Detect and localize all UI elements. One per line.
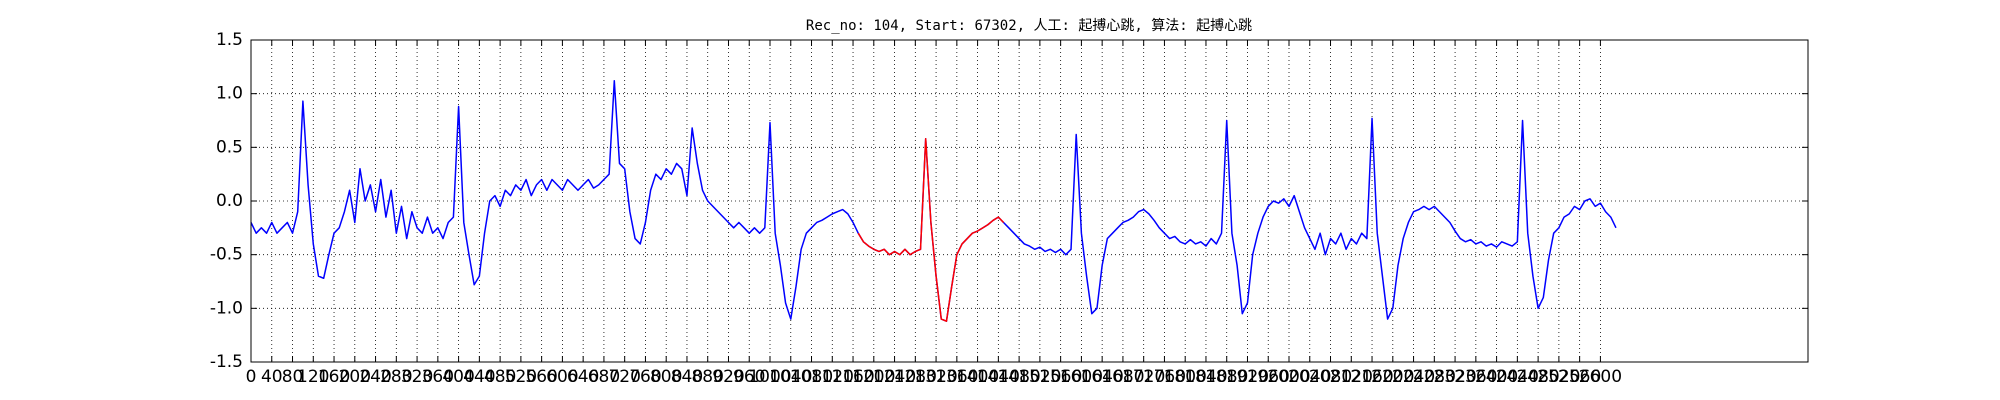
x-tick-label: 1440 bbox=[977, 367, 1020, 387]
x-tick-label: 200 bbox=[339, 367, 371, 387]
x-tick-label: 560 bbox=[525, 367, 557, 387]
x-tick-label: 1560 bbox=[1039, 367, 1082, 387]
x-tick-label: 2240 bbox=[1392, 367, 1435, 387]
x-tick-label: 2440 bbox=[1496, 367, 1539, 387]
x-tick-label: 680 bbox=[588, 367, 620, 387]
x-tick-label: 2000 bbox=[1267, 367, 1310, 387]
x-tick-label: 1680 bbox=[1101, 367, 1144, 387]
x-tick-label: 920 bbox=[712, 367, 744, 387]
x-tick-label: 1240 bbox=[873, 367, 916, 387]
x-tick-label: 360 bbox=[422, 367, 454, 387]
x-tick-label: 520 bbox=[505, 367, 537, 387]
x-tick-label: 0 bbox=[246, 367, 257, 387]
x-tick-label: 280 bbox=[380, 367, 412, 387]
x-tick-label: 760 bbox=[629, 367, 661, 387]
x-tick-label: 1200 bbox=[852, 367, 895, 387]
x-tick-label: 240 bbox=[359, 367, 391, 387]
y-tick-label: -0.5 bbox=[210, 245, 243, 265]
y-tick-label: -1.0 bbox=[210, 298, 243, 318]
x-tick-label: 1520 bbox=[1018, 367, 1061, 387]
x-tick-label: 2040 bbox=[1288, 367, 1331, 387]
x-tick-label: 1920 bbox=[1226, 367, 1269, 387]
x-tick-label: 2160 bbox=[1350, 367, 1393, 387]
x-tick-label: 2120 bbox=[1330, 367, 1373, 387]
x-tick-label: 1640 bbox=[1081, 367, 1124, 387]
x-tick-label: 160 bbox=[318, 367, 350, 387]
x-tick-label: 1800 bbox=[1164, 367, 1207, 387]
x-tick-label: 2080 bbox=[1309, 367, 1352, 387]
x-tick-label: 1760 bbox=[1143, 367, 1186, 387]
x-tick-label: 1040 bbox=[769, 367, 812, 387]
series-line bbox=[857, 138, 1005, 322]
x-tick-label: 1280 bbox=[894, 367, 937, 387]
x-tick-label: 2320 bbox=[1433, 367, 1476, 387]
x-tick-label: 80 bbox=[282, 367, 304, 387]
x-tick-label: 2480 bbox=[1516, 367, 1559, 387]
x-tick-label: 640 bbox=[567, 367, 599, 387]
x-tick-label: 120 bbox=[297, 367, 329, 387]
x-tick-label: 40 bbox=[261, 367, 283, 387]
x-tick-label: 800 bbox=[650, 367, 682, 387]
x-tick-label: 720 bbox=[608, 367, 640, 387]
y-tick-label: 0.0 bbox=[216, 191, 243, 211]
x-tick-label: 1880 bbox=[1205, 367, 1248, 387]
plot-frame bbox=[250, 39, 1809, 363]
x-tick-label: 2600 bbox=[1579, 367, 1622, 387]
x-tick-label: 600 bbox=[546, 367, 578, 387]
x-tick-label: 1080 bbox=[790, 367, 833, 387]
y-tick-label: 0.5 bbox=[216, 137, 243, 157]
x-tick-label: 2520 bbox=[1537, 367, 1580, 387]
x-tick-label: 880 bbox=[691, 367, 723, 387]
x-tick-label: 1400 bbox=[956, 367, 999, 387]
chart-title: Rec_no: 104, Start: 67302, 人工: 起搏心跳, 算法:… bbox=[806, 17, 1252, 34]
y-tick-label: -1.5 bbox=[210, 352, 243, 372]
x-tick-label: 1120 bbox=[811, 367, 854, 387]
x-tick-label: 840 bbox=[671, 367, 703, 387]
x-tick-label: 1960 bbox=[1247, 367, 1290, 387]
x-tick-label: 1320 bbox=[914, 367, 957, 387]
x-tick-label: 1000 bbox=[748, 367, 791, 387]
x-tick-label: 2560 bbox=[1558, 367, 1601, 387]
y-tick-label: 1.5 bbox=[216, 30, 243, 50]
x-tick-label: 2280 bbox=[1413, 367, 1456, 387]
y-tick-label: 1.0 bbox=[216, 84, 243, 104]
x-tick-label: 1720 bbox=[1122, 367, 1165, 387]
x-tick-label: 480 bbox=[484, 367, 516, 387]
x-tick-label: 2200 bbox=[1371, 367, 1414, 387]
x-tick-label: 1600 bbox=[1060, 367, 1103, 387]
x-tick-label: 1360 bbox=[935, 367, 978, 387]
x-tick-label: 1840 bbox=[1184, 367, 1227, 387]
x-tick-label: 960 bbox=[733, 367, 765, 387]
x-tick-label: 400 bbox=[442, 367, 474, 387]
x-tick-label: 2360 bbox=[1454, 367, 1497, 387]
x-tick-label: 320 bbox=[401, 367, 433, 387]
x-tick-label: 1160 bbox=[831, 367, 874, 387]
x-tick-label: 1480 bbox=[997, 367, 1040, 387]
x-tick-label: 440 bbox=[463, 367, 495, 387]
x-tick-label: 2400 bbox=[1475, 367, 1518, 387]
